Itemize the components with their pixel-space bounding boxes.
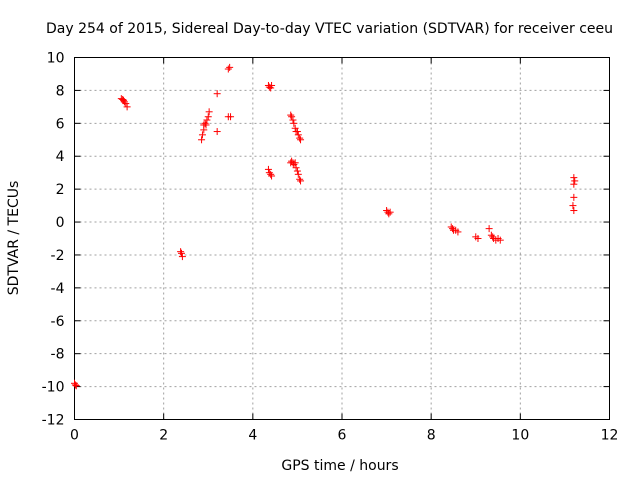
x-tick-label: 8	[427, 428, 436, 444]
x-tick-label: 12	[601, 428, 619, 444]
data-point	[202, 121, 210, 129]
data-point	[123, 103, 131, 111]
x-tick-label: 10	[511, 428, 529, 444]
x-tick-label: 4	[248, 428, 257, 444]
data-point	[287, 111, 295, 119]
y-tick-label: -8	[51, 347, 65, 363]
data-point	[454, 228, 462, 236]
data-point	[571, 177, 579, 185]
y-tick-label: 0	[56, 215, 65, 231]
y-tick-label: 4	[56, 149, 65, 165]
data-point	[496, 236, 504, 244]
grid	[74, 57, 610, 420]
data-point	[226, 63, 234, 71]
data-point	[290, 119, 298, 127]
data-point	[474, 235, 482, 242]
data-point	[485, 225, 493, 233]
data-point	[570, 174, 578, 182]
data-point	[289, 116, 297, 124]
data-point	[227, 113, 235, 121]
y-tick-label: -12	[42, 413, 65, 429]
data-point	[296, 134, 304, 142]
data-point	[386, 208, 394, 216]
data-point	[294, 131, 302, 139]
y-tick-label: 2	[56, 182, 65, 198]
data-point	[293, 167, 301, 175]
data-point	[71, 381, 79, 389]
data-point	[569, 202, 577, 210]
x-tick-label: 2	[159, 428, 168, 444]
data-point	[293, 128, 301, 136]
y-tick-label: -10	[42, 380, 65, 396]
data-point	[570, 207, 578, 215]
data-point	[570, 193, 578, 201]
data-point	[268, 172, 276, 180]
x-axis-label: GPS time / hours	[281, 458, 398, 474]
data-point	[213, 90, 221, 98]
data-point	[264, 165, 272, 173]
data-series	[71, 63, 579, 390]
y-tick-label: 6	[56, 116, 65, 132]
data-point	[204, 113, 212, 121]
y-axis: -12 -10 -8 -6 -4 -2 0 2 4 6 8 10	[42, 51, 610, 429]
data-point	[201, 119, 209, 127]
y-axis-label: SDTVAR / TECUs	[6, 181, 22, 296]
data-point	[120, 98, 128, 106]
x-tick-label: 6	[338, 428, 347, 444]
x-tick-label: 0	[70, 428, 79, 444]
data-point	[449, 225, 457, 233]
y-tick-label: 10	[47, 51, 65, 67]
data-point	[205, 108, 213, 116]
data-point	[267, 170, 275, 178]
data-point	[178, 253, 186, 261]
data-point	[72, 382, 80, 390]
y-tick-label: 8	[56, 83, 65, 99]
data-point	[296, 175, 304, 183]
data-point	[213, 128, 221, 136]
y-tick-label: -4	[51, 281, 65, 297]
data-point	[288, 113, 296, 121]
data-point	[177, 248, 185, 256]
y-tick-label: -2	[51, 248, 65, 264]
data-point	[178, 249, 185, 257]
data-point	[268, 81, 276, 89]
data-point	[297, 136, 305, 144]
x-axis: 0 2 4 6 8 10 12	[70, 57, 619, 444]
data-point	[385, 210, 393, 218]
data-point	[224, 65, 232, 73]
data-point	[297, 177, 305, 185]
data-point	[198, 131, 206, 139]
data-point	[570, 180, 578, 188]
data-point	[294, 170, 302, 178]
y-tick-label: -6	[51, 314, 65, 330]
chart-title: Day 254 of 2015, Sidereal Day-to-day VTE…	[46, 21, 613, 37]
data-point	[291, 159, 299, 167]
data-point	[489, 233, 497, 241]
data-point	[122, 100, 130, 108]
data-point	[198, 136, 206, 144]
data-point	[203, 116, 211, 124]
data-point	[292, 164, 300, 172]
